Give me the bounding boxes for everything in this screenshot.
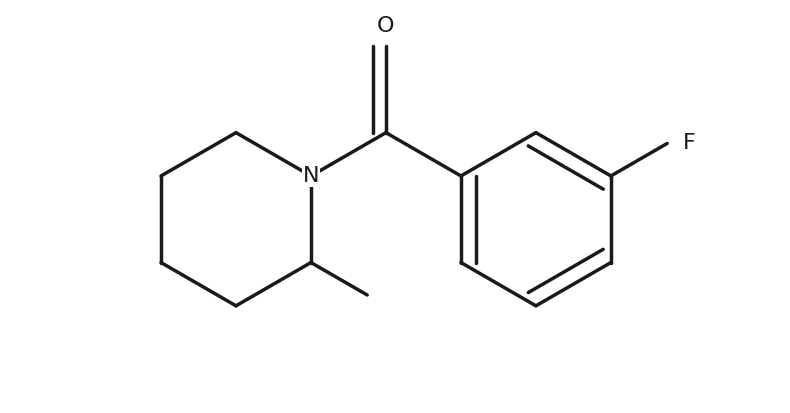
Text: F: F bbox=[683, 133, 695, 154]
Text: N: N bbox=[303, 166, 319, 186]
Text: O: O bbox=[377, 16, 395, 36]
